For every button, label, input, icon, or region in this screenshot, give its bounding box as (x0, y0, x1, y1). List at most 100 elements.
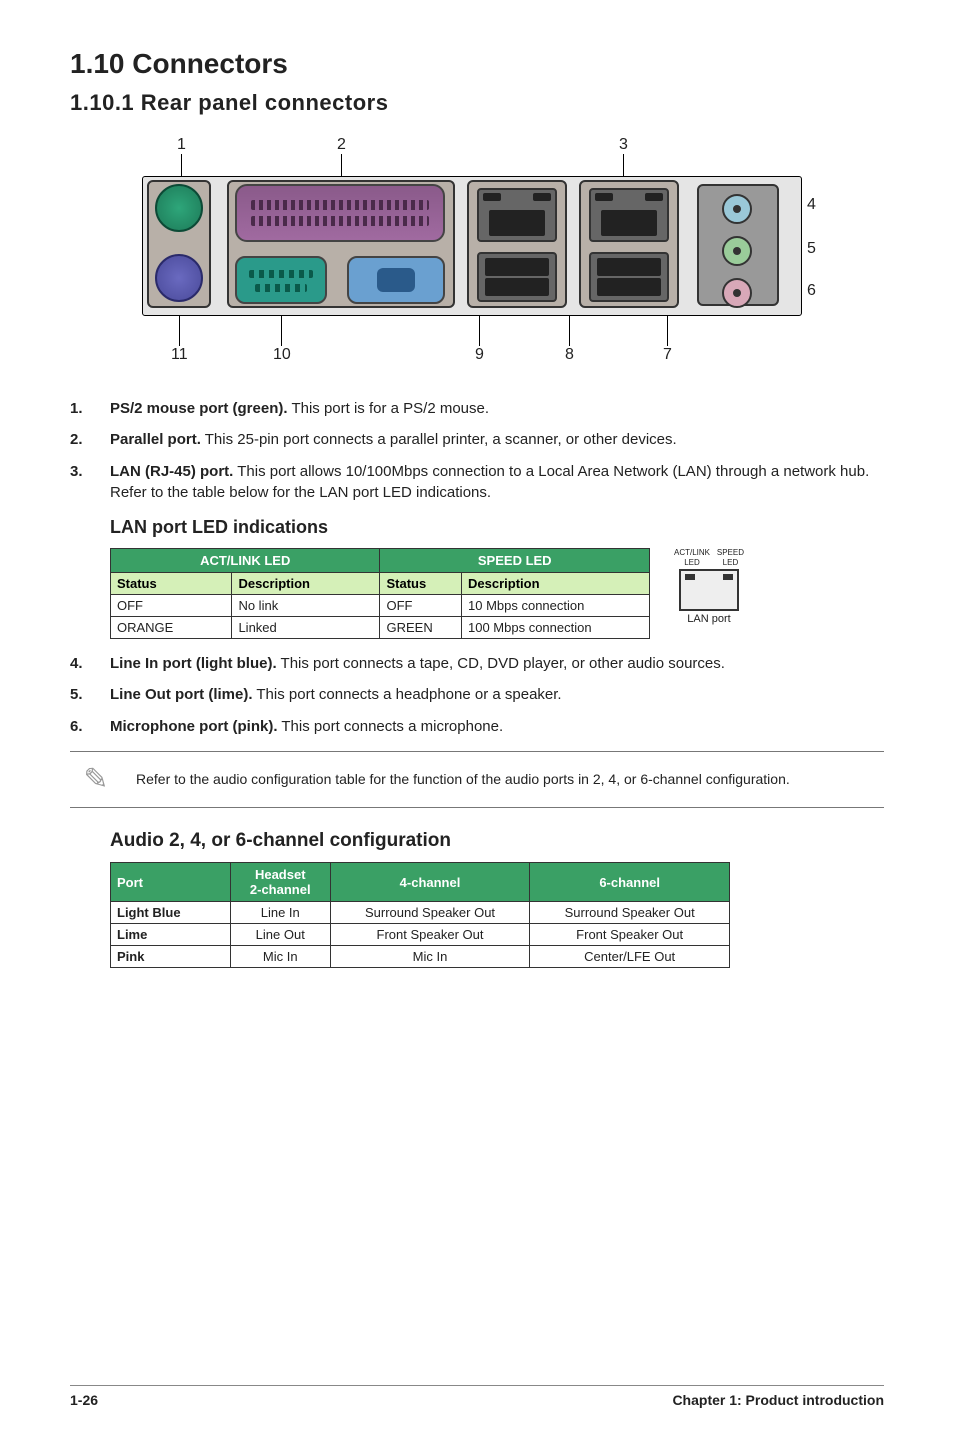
table-cell: Front Speaker Out (330, 924, 530, 946)
diagram-label-8: 8 (565, 346, 574, 364)
table-row: Light Blue Line In Surround Speaker Out … (111, 902, 730, 924)
led-section-title: LAN port LED indications (110, 517, 884, 538)
list-item: 5. Line Out port (lime). This port conne… (70, 684, 884, 705)
list-item: 2. Parallel port. This 25-pin port conne… (70, 429, 884, 450)
led-head-actlink: ACT/LINK LED (111, 549, 380, 573)
item-bold: Microphone port (pink). (110, 718, 277, 735)
table-cell: Surround Speaker Out (530, 902, 730, 924)
diagram-label-9: 9 (475, 346, 484, 364)
note-box: ✎ Refer to the audio configuration table… (70, 751, 884, 808)
note-text: Refer to the audio configuration table f… (136, 770, 790, 790)
table-cell: Mic In (330, 946, 530, 968)
list-item: 6. Microphone port (pink). This port con… (70, 716, 884, 737)
lan-port-icon (679, 569, 739, 611)
item-number: 3. (70, 461, 83, 482)
item-text: This port connects a headphone or a spea… (253, 686, 562, 703)
table-cell: Pink (111, 946, 231, 968)
ps2-mouse-port-icon (155, 184, 203, 232)
connector-list-mid: 4. Line In port (light blue). This port … (70, 653, 884, 737)
led-sub-head: Status (111, 573, 232, 595)
table-cell: 10 Mbps connection (462, 595, 650, 617)
diagram-label-11: 11 (171, 346, 188, 364)
item-text: This port connects a microphone. (277, 718, 503, 735)
table-cell: Line Out (230, 924, 330, 946)
table-cell: No link (232, 595, 380, 617)
diagram-label-5: 5 (807, 240, 816, 258)
item-number: 5. (70, 684, 83, 705)
connector-list-top: 1. PS/2 mouse port (green). This port is… (70, 398, 884, 503)
table-row: Lime Line Out Front Speaker Out Front Sp… (111, 924, 730, 946)
led-indications-table: ACT/LINK LED SPEED LED Status Descriptio… (110, 548, 650, 639)
led-head-speed: SPEED LED (380, 549, 650, 573)
item-text: This port is for a PS/2 mouse. (288, 400, 489, 417)
item-bold: LAN (RJ-45) port. (110, 463, 233, 480)
lan-led-label-left: ACT/LINK LED (674, 548, 710, 567)
item-number: 6. (70, 716, 83, 737)
diagram-label-10: 10 (273, 346, 291, 364)
table-cell: OFF (380, 595, 462, 617)
audio-head-4ch: 4-channel (330, 863, 530, 902)
diagram-label-4: 4 (807, 196, 816, 214)
diagram-label-1: 1 (177, 136, 186, 154)
list-item: 4. Line In port (light blue). This port … (70, 653, 884, 674)
diagram-label-3: 3 (619, 136, 628, 154)
table-cell: Center/LFE Out (530, 946, 730, 968)
mic-jack-icon (722, 278, 752, 308)
pencil-icon: ✎ (74, 762, 118, 797)
main-title: 1.10 Connectors (70, 48, 884, 80)
sub-title: 1.10.1 Rear panel connectors (70, 90, 884, 116)
lan-port-caption: LAN port (674, 613, 744, 626)
table-cell: GREEN (380, 617, 462, 639)
led-sub-head: Status (380, 573, 462, 595)
lan-port-figure: ACT/LINK LED SPEED LED LAN port (674, 548, 744, 626)
table-cell: OFF (111, 595, 232, 617)
page-number: 1-26 (70, 1392, 98, 1408)
list-item: 3. LAN (RJ-45) port. This port allows 10… (70, 461, 884, 504)
chapter-title: Chapter 1: Product introduction (672, 1392, 884, 1408)
audio-config-table: Port Headset 2-channel 4-channel 6-chann… (110, 862, 730, 968)
table-row: OFF No link OFF 10 Mbps connection (111, 595, 650, 617)
serial-port-icon (235, 256, 327, 304)
table-cell: Mic In (230, 946, 330, 968)
item-bold: PS/2 mouse port (green). (110, 400, 288, 417)
table-cell: Surround Speaker Out (330, 902, 530, 924)
table-row: ORANGE Linked GREEN 100 Mbps connection (111, 617, 650, 639)
lan-port-icon-1 (477, 188, 557, 242)
item-bold: Line Out port (lime). (110, 686, 253, 703)
ps2-keyboard-port-icon (155, 254, 203, 302)
audio-head-6ch: 6-channel (530, 863, 730, 902)
led-sub-head: Description (232, 573, 380, 595)
rear-panel-diagram: 1 2 3 4 5 6 11 10 9 8 7 (127, 136, 827, 376)
line-out-jack-icon (722, 236, 752, 266)
table-cell: Light Blue (111, 902, 231, 924)
line-in-jack-icon (722, 194, 752, 224)
item-bold: Line In port (light blue). (110, 655, 277, 672)
table-cell: Line In (230, 902, 330, 924)
diagram-label-6: 6 (807, 282, 816, 300)
led-sub-head: Description (462, 573, 650, 595)
item-number: 1. (70, 398, 83, 419)
diagram-label-2: 2 (337, 136, 346, 154)
table-cell: Linked (232, 617, 380, 639)
item-text: This 25-pin port connects a parallel pri… (201, 431, 677, 448)
table-cell: 100 Mbps connection (462, 617, 650, 639)
audio-config-title: Audio 2, 4, or 6-channel configuration (110, 830, 884, 852)
audio-head-port: Port (111, 863, 231, 902)
item-number: 2. (70, 429, 83, 450)
item-text: This port connects a tape, CD, DVD playe… (277, 655, 725, 672)
table-cell: Lime (111, 924, 231, 946)
list-item: 1. PS/2 mouse port (green). This port is… (70, 398, 884, 419)
usb-port-icon-1 (477, 252, 557, 302)
lan-port-icon-2 (589, 188, 669, 242)
table-cell: Front Speaker Out (530, 924, 730, 946)
vga-port-icon (347, 256, 445, 304)
diagram-label-7: 7 (663, 346, 672, 364)
table-cell: ORANGE (111, 617, 232, 639)
item-bold: Parallel port. (110, 431, 201, 448)
lan-led-label-right: SPEED LED (717, 548, 744, 567)
audio-head-2ch: Headset 2-channel (230, 863, 330, 902)
page-footer: 1-26 Chapter 1: Product introduction (70, 1385, 884, 1408)
parallel-port-icon (235, 184, 445, 242)
item-number: 4. (70, 653, 83, 674)
table-row: Pink Mic In Mic In Center/LFE Out (111, 946, 730, 968)
